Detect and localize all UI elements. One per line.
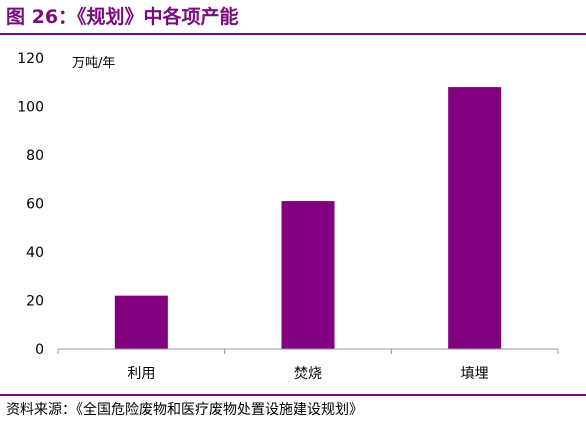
bar-1 — [114, 295, 168, 349]
figure-title: 图 26：《规划》中各项产能 — [6, 6, 239, 28]
bars — [114, 87, 502, 349]
title-divider — [0, 33, 586, 35]
y-tick-label: 40 — [26, 245, 44, 261]
x-axis: 利用 焚烧 填埋 — [57, 348, 559, 382]
y-tick-label: 80 — [26, 148, 44, 164]
source-divider — [0, 394, 586, 396]
y-axis: 0 20 40 60 80 100 120 — [17, 51, 44, 358]
y-tick-label: 60 — [26, 197, 44, 213]
x-tick-label: 填埋 — [461, 366, 489, 382]
bar-chart: 0 20 40 60 80 100 120 利用 焚烧 填埋 万吨/年 — [17, 51, 559, 382]
bar-2 — [281, 201, 335, 349]
y-tick-label: 100 — [17, 100, 44, 116]
x-tick-label: 利用 — [127, 366, 155, 382]
y-axis-unit-label: 万吨/年 — [72, 56, 115, 71]
x-tick-label: 焚烧 — [294, 366, 322, 382]
y-tick-label: 120 — [17, 51, 44, 67]
y-tick-label: 0 — [35, 342, 44, 358]
chart: 0 20 40 60 80 100 120 利用 焚烧 填埋 万吨/年 — [0, 36, 586, 390]
source-note: 资料来源：《全国危险废物和医疗废物处置设施建设规划》 — [6, 402, 363, 418]
bar-3 — [448, 87, 502, 349]
y-tick-label: 20 — [26, 294, 44, 310]
